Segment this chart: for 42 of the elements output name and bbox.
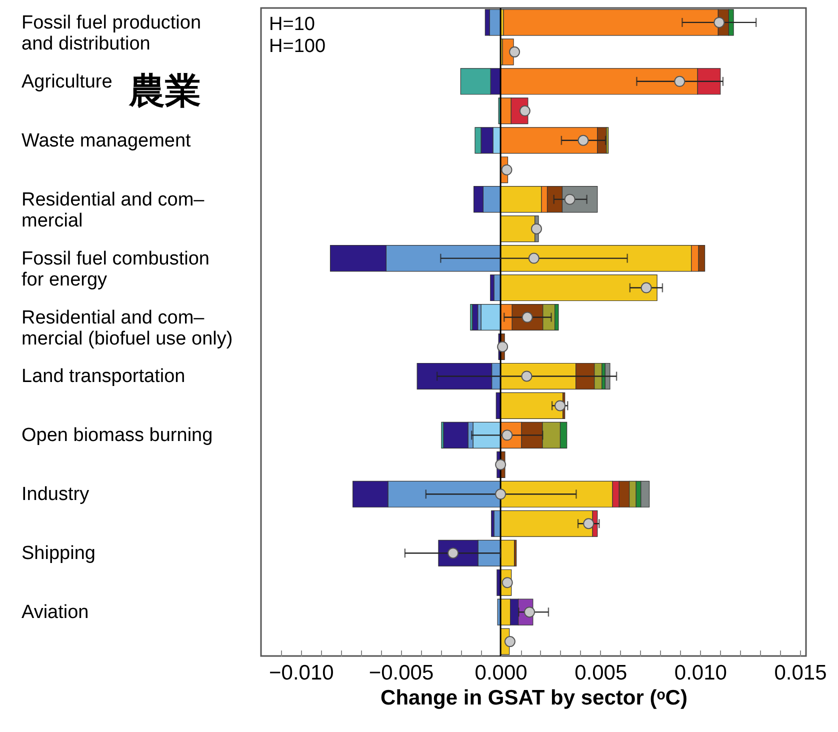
point xyxy=(530,223,542,234)
point xyxy=(564,194,576,205)
y-tick-label: Open biomass burning xyxy=(22,425,213,446)
point xyxy=(674,76,686,87)
y-tick-label: Fossil fuel combustion for energy xyxy=(22,248,210,290)
x-tick-label: 0.005 xyxy=(574,662,628,684)
point xyxy=(714,16,725,28)
point xyxy=(502,577,513,588)
point xyxy=(497,341,508,352)
bar xyxy=(604,362,610,390)
y-tick-label: Residential and com– mercial xyxy=(22,189,205,232)
annotation: H=100 xyxy=(269,36,326,57)
y-tick-label: Agriculture xyxy=(22,71,112,92)
point xyxy=(578,134,589,146)
x-tick-label: 0.015 xyxy=(774,662,827,684)
bar xyxy=(472,304,478,331)
x-axis-title: Change in GSAT by sector (ᵒC) xyxy=(380,686,688,710)
point xyxy=(528,252,540,264)
x-tick-label: 0.000 xyxy=(474,662,528,684)
y-tick-label: Aviation xyxy=(22,602,89,624)
point xyxy=(504,636,516,648)
y-tick-label: Shipping xyxy=(22,543,96,564)
x-tick-label: 0.010 xyxy=(674,662,727,684)
point xyxy=(495,459,506,470)
y-tick-label: Residential and com– mercial (biofuel use only) xyxy=(22,307,233,350)
point xyxy=(583,518,594,530)
y-tick-label: Industry xyxy=(22,484,90,506)
x-tick-label: −0.005 xyxy=(368,662,434,684)
point xyxy=(554,400,566,412)
point xyxy=(501,164,512,176)
annotation: H=10 xyxy=(269,14,315,35)
point xyxy=(509,46,520,58)
y-tick-label: Waste management xyxy=(22,130,192,152)
point xyxy=(495,488,506,500)
text: 農業 xyxy=(128,70,201,111)
x-tick-label: −0.010 xyxy=(269,662,334,684)
point xyxy=(521,370,532,382)
bar xyxy=(500,216,536,242)
point xyxy=(640,282,652,294)
y-tick-label: Land transportation xyxy=(22,366,186,388)
category-label: Fossil fuel production and distribution xyxy=(22,12,202,54)
bar xyxy=(500,392,564,419)
